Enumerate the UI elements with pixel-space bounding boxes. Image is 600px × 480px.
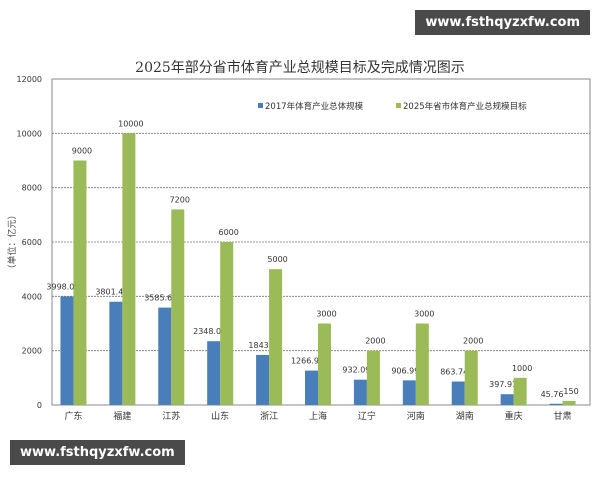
bar-2017 <box>158 307 172 405</box>
data-label: 2000 <box>463 337 483 346</box>
data-label: 1266.93 <box>291 357 324 366</box>
x-tick-label: 上海 <box>309 410 327 422</box>
bar-2017 <box>60 296 74 405</box>
data-label: 9000 <box>72 147 92 156</box>
bar-2025 <box>513 377 527 405</box>
bar-2017 <box>353 379 367 405</box>
data-label: 45.76 <box>541 390 564 399</box>
data-label: 2348.01 <box>193 327 226 336</box>
data-label: 932.09 <box>342 366 370 375</box>
bar-2025 <box>73 160 87 405</box>
bar-2017 <box>207 341 221 405</box>
data-label: 1843 <box>248 341 268 350</box>
y-tick-label: 8000 <box>22 184 42 193</box>
watermark-top: www.fsthqyzxfw.com <box>415 10 590 35</box>
x-tick-label: 浙江 <box>260 410 278 422</box>
bar-2025 <box>122 133 136 406</box>
data-label: 3585.64 <box>144 294 177 303</box>
bar-2017 <box>402 380 416 405</box>
x-tick-label: 山东 <box>211 410 229 422</box>
x-tick-label: 福建 <box>113 410 131 422</box>
bar-2025 <box>415 323 429 405</box>
data-label: 5000 <box>267 255 287 264</box>
legend-label: 2025年省市体育产业总规模目标 <box>403 101 527 112</box>
x-tick-label: 辽宁 <box>358 410 376 422</box>
data-label: 863.74 <box>440 368 468 377</box>
bar-2017 <box>305 370 318 405</box>
x-tick-label: 湖南 <box>456 410 474 422</box>
data-label: 3000 <box>316 310 336 319</box>
y-tick-label: 2000 <box>22 347 42 356</box>
x-tick-label: 江苏 <box>162 410 180 422</box>
data-label: 7200 <box>170 195 190 204</box>
x-tick-label: 广东 <box>64 410 82 422</box>
y-tick-label: 10000 <box>17 129 42 138</box>
bar-2017 <box>256 354 270 405</box>
data-label: 6000 <box>219 228 239 237</box>
bar-2017 <box>109 301 123 405</box>
bar-2025 <box>269 269 283 405</box>
legend-label: 2017年体育产业总体规模 <box>265 101 364 112</box>
data-label: 3801.41 <box>95 288 128 297</box>
data-label: 3998.03 <box>46 282 79 291</box>
bar-2025 <box>366 350 380 405</box>
data-label: 1000 <box>512 364 532 373</box>
watermark-bottom: www.fsthqyzxfw.com <box>10 440 185 465</box>
data-label: 10000 <box>118 119 143 128</box>
chart-title: 2025年部分省市体育产业总规模目标及完成情况图示 <box>135 59 465 76</box>
x-tick-label: 重庆 <box>505 410 523 422</box>
bar-2017 <box>451 381 465 405</box>
bar-2017 <box>500 394 514 405</box>
bar-2017 <box>549 403 563 405</box>
legend-swatch <box>258 103 263 108</box>
data-label: 150 <box>563 387 578 396</box>
y-tick-label: 0 <box>37 401 42 410</box>
x-tick-label: 甘肃 <box>554 410 572 422</box>
legend-swatch <box>396 103 401 108</box>
bar-2025 <box>318 323 331 405</box>
data-label: 2000 <box>365 337 385 346</box>
y-tick-label: 6000 <box>22 238 42 247</box>
bar-2025 <box>171 209 185 405</box>
data-label: 397.91 <box>489 380 517 389</box>
x-tick-label: 河南 <box>407 410 425 422</box>
bar-2025 <box>220 242 234 405</box>
y-tick-label: 12000 <box>17 75 42 84</box>
data-label: 3000 <box>414 310 434 319</box>
bar-2025 <box>562 400 576 405</box>
y-tick-label: 4000 <box>22 292 42 301</box>
bar-2025 <box>464 350 478 405</box>
y-axis-label: （单位：亿元） <box>6 210 18 273</box>
data-label: 906.99 <box>391 366 419 375</box>
